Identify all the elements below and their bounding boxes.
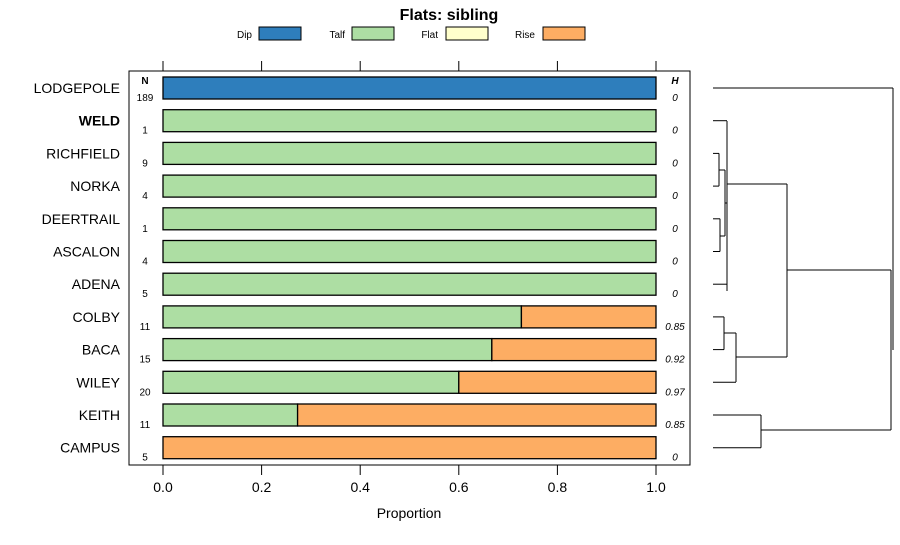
h-column-header: H xyxy=(671,76,679,87)
x-axis-label: Proportion xyxy=(377,505,442,521)
row-label-campus: CAMPUS xyxy=(60,440,120,456)
legend-swatch-talf xyxy=(351,26,395,41)
row-label-keith: KEITH xyxy=(79,407,120,423)
row-h-baca: 0.92 xyxy=(665,355,685,366)
x-tick-label: 0.6 xyxy=(449,479,469,495)
legend-swatch-rise xyxy=(542,26,586,41)
bar-segment-norka-talf xyxy=(162,174,657,198)
x-axis-top xyxy=(162,61,657,71)
row-n-deertrail: 1 xyxy=(142,224,148,235)
bar-segment-campus-rise xyxy=(162,436,657,460)
bar-segment-wiley-talf xyxy=(162,370,460,394)
row-n-campus: 5 xyxy=(142,453,148,464)
bar-segment-colby-talf xyxy=(162,305,523,329)
row-h-wiley: 0.97 xyxy=(665,387,685,398)
row-h-campus: 0 xyxy=(672,453,678,464)
row-n-baca: 15 xyxy=(139,355,151,366)
bar-segment-richfield-talf xyxy=(162,141,657,166)
row-h-lodgepole: 0 xyxy=(672,93,678,104)
bar-segment-lodgepole-dip xyxy=(162,76,657,100)
row-h-ascalon: 0 xyxy=(672,257,678,268)
row-n-colby: 11 xyxy=(140,322,151,333)
bar-segment-colby-rise xyxy=(520,305,657,329)
bar-segment-deertrail-talf xyxy=(162,207,657,231)
row-n-keith: 11 xyxy=(140,420,151,431)
bar-rows: LODGEPOLE 189 0 WELD 1 0 RICHFIELD 9 0 NORKA 4 0 DEE… xyxy=(34,76,685,464)
chart-title: Flats: sibling xyxy=(400,7,499,24)
row-label-lodgepole: LODGEPOLE xyxy=(34,80,120,96)
bar-segment-adena-talf xyxy=(162,272,657,296)
row-label-ascalon: ASCALON xyxy=(53,244,120,260)
x-tick-label: 0.4 xyxy=(350,479,370,495)
row-label-richfield: RICHFIELD xyxy=(46,145,120,161)
bar-segment-wiley-rise xyxy=(458,370,657,394)
row-n-wiley: 20 xyxy=(139,387,151,398)
x-tick-label: 0.2 xyxy=(252,479,272,495)
plot-frame xyxy=(128,70,691,466)
row-n-norka: 4 xyxy=(142,191,148,202)
legend-label-rise: Rise xyxy=(515,30,535,41)
bar-segment-baca-talf xyxy=(162,337,493,362)
legend-label-talf: Talf xyxy=(329,30,345,41)
x-axis-bottom: 0.0 0.2 0.4 0.6 0.8 1.0 xyxy=(153,465,666,495)
row-label-wiley: WILEY xyxy=(76,374,120,390)
row-h-weld: 0 xyxy=(672,126,678,137)
n-column-header: N xyxy=(141,76,148,87)
row-h-adena: 0 xyxy=(672,289,678,300)
bar-segment-weld-talf xyxy=(162,109,657,133)
row-label-weld: WELD xyxy=(79,113,120,129)
x-tick-label: 0.8 xyxy=(548,479,568,495)
row-h-colby: 0.85 xyxy=(665,322,685,333)
row-h-deertrail: 0 xyxy=(672,224,678,235)
row-n-lodgepole: 189 xyxy=(137,93,154,104)
legend-label-flat: Flat xyxy=(421,30,438,41)
row-label-baca: BACA xyxy=(82,342,121,358)
legend: Dip Talf Flat Rise xyxy=(237,26,586,41)
legend-label-dip: Dip xyxy=(237,30,252,41)
x-tick-label: 1.0 xyxy=(646,479,666,495)
row-n-richfield: 9 xyxy=(142,158,148,169)
row-n-weld: 1 xyxy=(142,126,148,137)
x-tick-label: 0.0 xyxy=(153,479,173,495)
bar-segment-baca-rise xyxy=(491,337,657,362)
row-label-colby: COLBY xyxy=(73,309,121,325)
row-h-norka: 0 xyxy=(672,191,678,202)
bar-segment-ascalon-talf xyxy=(162,239,657,264)
row-label-deertrail: DEERTRAIL xyxy=(42,211,121,227)
row-n-ascalon: 4 xyxy=(142,257,148,268)
bar-segment-keith-talf xyxy=(162,403,299,427)
row-label-adena: ADENA xyxy=(72,276,121,292)
legend-swatch-flat xyxy=(445,26,489,41)
row-h-richfield: 0 xyxy=(672,158,678,169)
row-n-adena: 5 xyxy=(142,289,148,300)
legend-swatch-dip xyxy=(258,26,302,41)
row-label-norka: NORKA xyxy=(70,178,120,194)
bar-segment-keith-rise xyxy=(296,403,657,427)
dendrogram xyxy=(713,87,894,449)
row-h-keith: 0.85 xyxy=(665,420,685,431)
